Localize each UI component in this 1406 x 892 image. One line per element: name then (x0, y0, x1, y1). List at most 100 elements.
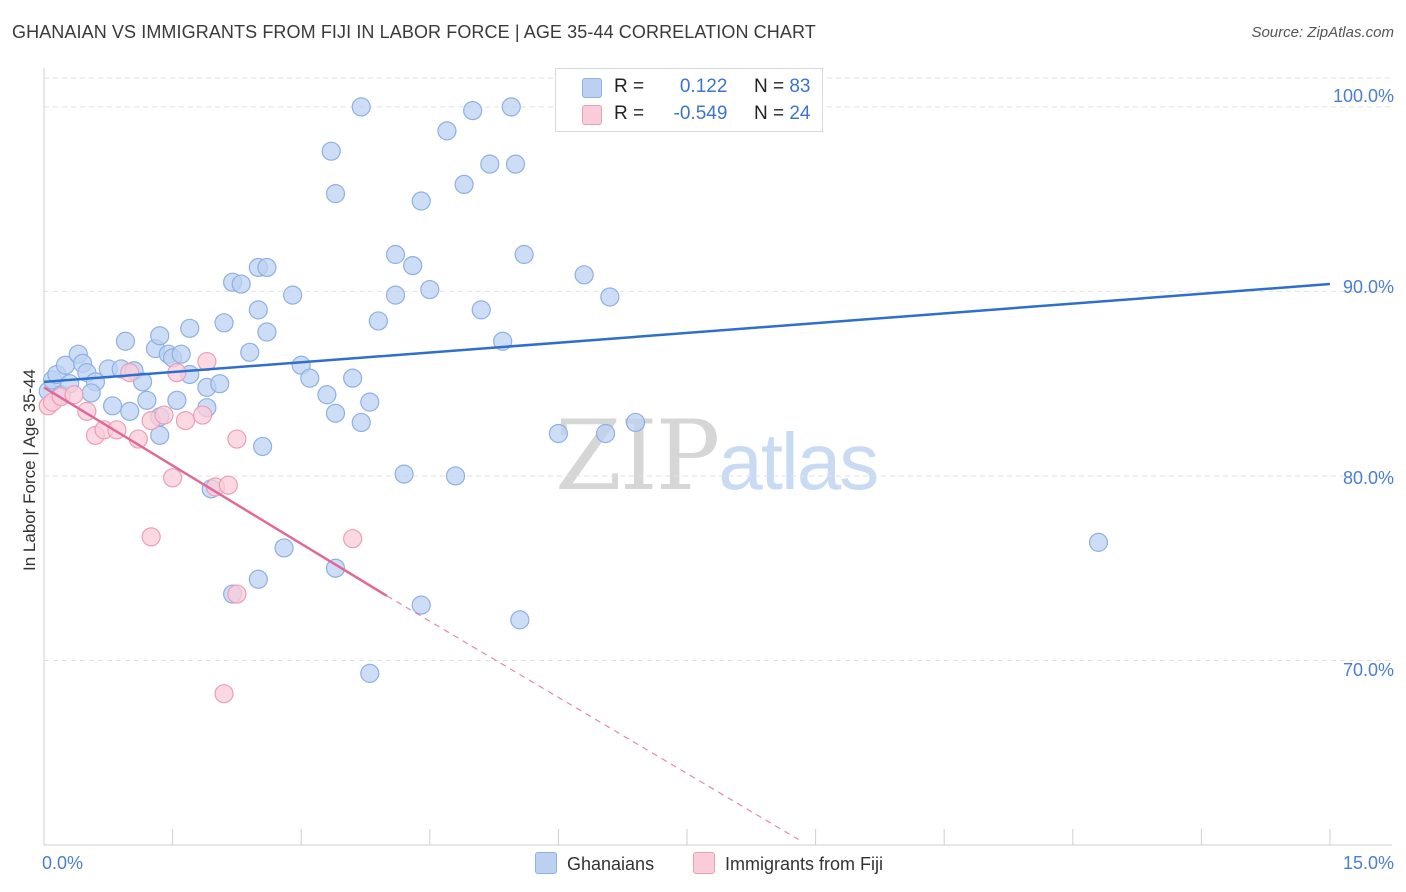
ghanaian-point (514, 244, 534, 265)
ghanaian-point (1088, 532, 1109, 552)
ghanaian-point (325, 558, 346, 578)
fiji-trend-extension (386, 595, 799, 840)
series-swatch-blue (535, 852, 557, 874)
fiji-point (218, 475, 238, 495)
legend-n-label: N = (753, 76, 785, 97)
ghanaian-point (150, 326, 170, 346)
fiji-trend-line (43, 386, 388, 597)
ghanaian-point (240, 342, 260, 362)
ghanaian-point (501, 97, 521, 117)
fiji-point (227, 429, 247, 449)
ghanaian-point (214, 313, 234, 333)
ghanaian-point (463, 100, 483, 121)
ghanaian-point (253, 436, 273, 457)
series-legend-ghanaians: Ghanaians (535, 852, 654, 875)
fiji-point (163, 468, 183, 488)
fiji-point (227, 584, 247, 604)
legend-n-value: 83 (789, 76, 811, 97)
ghanaian-point (343, 368, 363, 388)
fiji-point (214, 684, 234, 704)
fiji-point (64, 385, 84, 405)
ghanaian-point (351, 412, 371, 433)
ghanaian-point (325, 403, 346, 423)
ghanaian-point (385, 244, 406, 265)
series-label-fiji: Immigrants from Fiji (725, 854, 884, 874)
y-tick-label-70: 70.0% (1342, 660, 1394, 680)
ghanaian-point (257, 257, 277, 278)
ghanaian-point (180, 318, 200, 338)
ghanaian-point (120, 401, 140, 421)
legend-r-value: 0.122 (679, 76, 728, 97)
fiji-point (120, 363, 140, 383)
x-tick-label-min: 0.0% (42, 853, 84, 873)
legend-n-value: 24 (789, 103, 811, 124)
correlation-legend: R = 0.122 N = 83 R = -0.549 N = 24 (555, 68, 823, 132)
legend-r-label: R = (614, 103, 645, 124)
ghanaian-point (574, 265, 594, 285)
ghanaian-point (81, 383, 101, 403)
ghanaian-point (510, 610, 530, 630)
y-tick-label-90: 90.0% (1342, 277, 1394, 297)
ghanaian-point (300, 368, 320, 388)
watermark-atlas: atlas (718, 417, 879, 506)
source-credit: Source: ZipAtlas.com (1251, 24, 1394, 41)
y-tick-label-100: 100.0% (1332, 86, 1394, 106)
ghanaian-point (437, 121, 457, 141)
legend-n-label: N = (753, 103, 785, 124)
ghanaian-point (385, 285, 406, 305)
chart-title: GHANAIAN VS IMMIGRANTS FROM FIJI IN LABO… (12, 22, 816, 42)
ghanaian-point (102, 396, 123, 416)
ghanaian-point (210, 374, 230, 394)
fiji-point (193, 405, 213, 425)
ghanaian-point (403, 255, 423, 276)
ghanaian-point (394, 464, 414, 484)
ghanaian-point (351, 97, 371, 117)
ghanaian-point (360, 392, 380, 412)
series-label-ghanaians: Ghanaians (567, 854, 655, 874)
ghanaian-point (317, 385, 337, 405)
ghanaian-point (548, 423, 569, 444)
ghanaian-point (257, 322, 277, 342)
ghanaian-point (248, 300, 268, 320)
ghanaian-point (132, 372, 153, 392)
ghanaian-point (411, 595, 431, 615)
series-swatch-pink (693, 852, 715, 874)
legend-swatch-pink (582, 105, 602, 125)
ghanaian-point (600, 287, 620, 307)
fiji-point (154, 405, 174, 425)
ghanaian-point (625, 412, 646, 433)
ghanaian-point (454, 174, 474, 195)
ghanaian-point (505, 154, 526, 174)
ghanaian-point (274, 538, 294, 558)
x-tick-label-max: 15.0% (1342, 853, 1394, 873)
fiji-point (175, 410, 196, 431)
ghanaian-point (321, 141, 341, 161)
fiji-point (141, 527, 161, 547)
ghanaian-point (167, 390, 187, 410)
ghanaian-point (411, 191, 431, 211)
legend-swatch-blue (582, 78, 602, 98)
ghanaian-point (368, 311, 388, 331)
legend-r-label: R = (614, 76, 645, 97)
ghanaian-point (420, 279, 440, 300)
ghanaian-point (480, 154, 500, 174)
ghanaian-point (171, 344, 191, 364)
y-tick-label-80: 80.0% (1342, 468, 1394, 488)
ghanaian-trend-line (43, 282, 1331, 384)
ghanaian-point (595, 423, 616, 444)
ghanaian-point (360, 663, 380, 683)
ghanaian-point (150, 425, 170, 445)
ghanaian-point (283, 285, 303, 305)
fiji-point (343, 529, 363, 549)
y-axis-label: In Labor Force | Age 35-44 (20, 369, 39, 571)
series-legend-fiji: Immigrants from Fiji (693, 852, 883, 875)
ghanaian-point (231, 274, 251, 294)
ghanaian-point (137, 390, 157, 410)
ghanaian-point (115, 331, 136, 351)
ghanaian-point (445, 466, 466, 486)
ghanaian-point (471, 300, 491, 320)
ghanaian-point (248, 569, 268, 589)
ghanaian-point (325, 184, 346, 204)
legend-r-value: -0.549 (673, 103, 728, 124)
